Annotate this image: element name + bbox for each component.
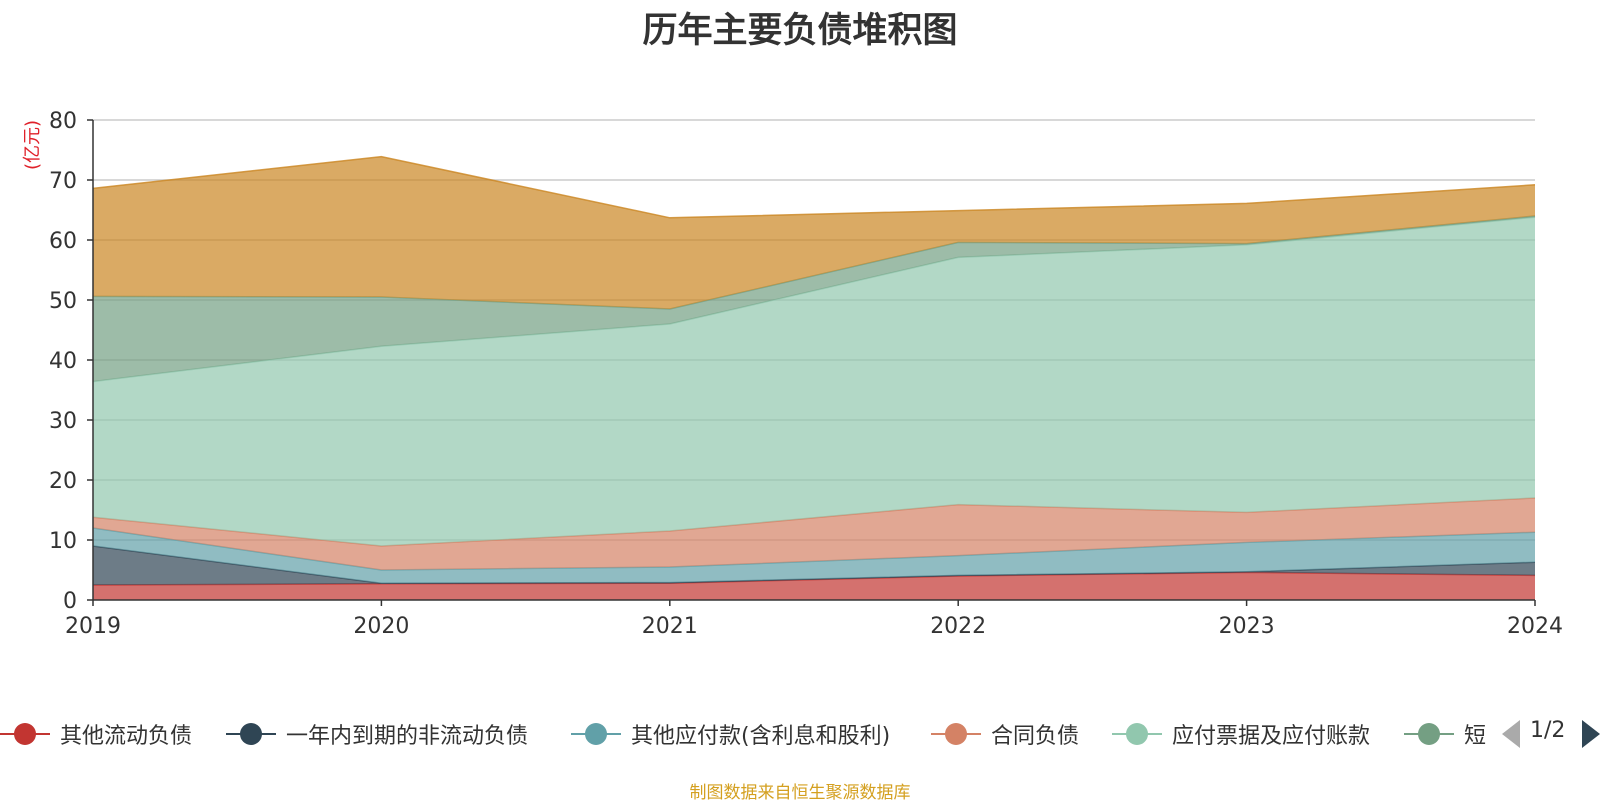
legend-pager: 1/2 <box>1500 716 1600 752</box>
legend-item[interactable]: 一年内到期的非流动负债 <box>226 716 528 752</box>
axes: 0 10 20 30 40 50 60 70 80 2019 2020 2021 2022 2023 202… <box>49 109 1563 639</box>
y-tick-label: 30 <box>49 409 77 434</box>
area-series-6 <box>93 156 1535 309</box>
source-note: 制图数据来自恒生聚源数据库 <box>689 783 911 803</box>
x-tick-label: 2023 <box>1219 614 1275 639</box>
legend-marker-icon <box>226 716 276 752</box>
x-tick-label: 2019 <box>65 614 121 639</box>
area-series-group <box>92 155 1536 600</box>
legend-marker-icon <box>0 716 50 752</box>
legend-label: 其他流动负债 <box>60 724 193 749</box>
area-series-4 <box>93 217 1535 546</box>
legend-item[interactable]: 短 <box>1404 716 1486 752</box>
area-series-5 <box>93 216 1535 382</box>
series-line-6 <box>92 155 1536 219</box>
area-series-3 <box>93 498 1535 570</box>
legend: 其他流动负债 一年内到期的非流动负债 其他应付款(含利息和股利) 合同负债 应付票据及应… <box>0 716 1490 752</box>
y-tick-label: 60 <box>49 229 77 254</box>
y-tick-label: 80 <box>49 109 77 134</box>
y-tick-label: 40 <box>49 349 77 374</box>
y-axis-unit-label: (亿元) <box>22 120 43 170</box>
legend-prev-page-icon[interactable] <box>1502 720 1520 748</box>
legend-item[interactable]: 其他应付款(含利息和股利) <box>571 716 890 752</box>
y-tick-label: 50 <box>49 289 77 314</box>
x-tick-label: 2020 <box>353 614 409 639</box>
y-tick-label: 0 <box>63 589 77 614</box>
legend-item[interactable]: 应付票据及应付账款 <box>1112 716 1370 752</box>
legend-page-indicator: 1/2 <box>1530 718 1566 743</box>
legend-marker-icon <box>931 716 981 752</box>
legend-next-page-icon[interactable] <box>1582 720 1600 748</box>
x-tick-label: 2022 <box>930 614 986 639</box>
area-series-0 <box>93 572 1535 600</box>
legend-label: 应付票据及应付账款 <box>1172 724 1371 749</box>
legend-marker-icon <box>571 716 621 752</box>
x-tick-label: 2024 <box>1507 614 1563 639</box>
legend-label: 其他应付款(含利息和股利) <box>631 724 891 749</box>
legend-label: 合同负债 <box>991 724 1080 749</box>
y-tick-label: 70 <box>49 169 77 194</box>
area-series-1 <box>93 546 1535 585</box>
legend-label: 短 <box>1464 724 1487 749</box>
legend-item[interactable]: 合同负债 <box>931 716 1079 752</box>
legend-label: 一年内到期的非流动负债 <box>286 724 529 749</box>
chart-title: 历年主要负债堆积图 <box>642 11 958 51</box>
legend-marker-icon <box>1112 716 1162 752</box>
y-tick-label: 20 <box>49 469 77 494</box>
legend-marker-icon <box>1404 716 1454 752</box>
y-tick-label: 10 <box>49 529 77 554</box>
legend-item[interactable]: 其他流动负债 <box>0 716 192 752</box>
x-tick-label: 2021 <box>642 614 698 639</box>
